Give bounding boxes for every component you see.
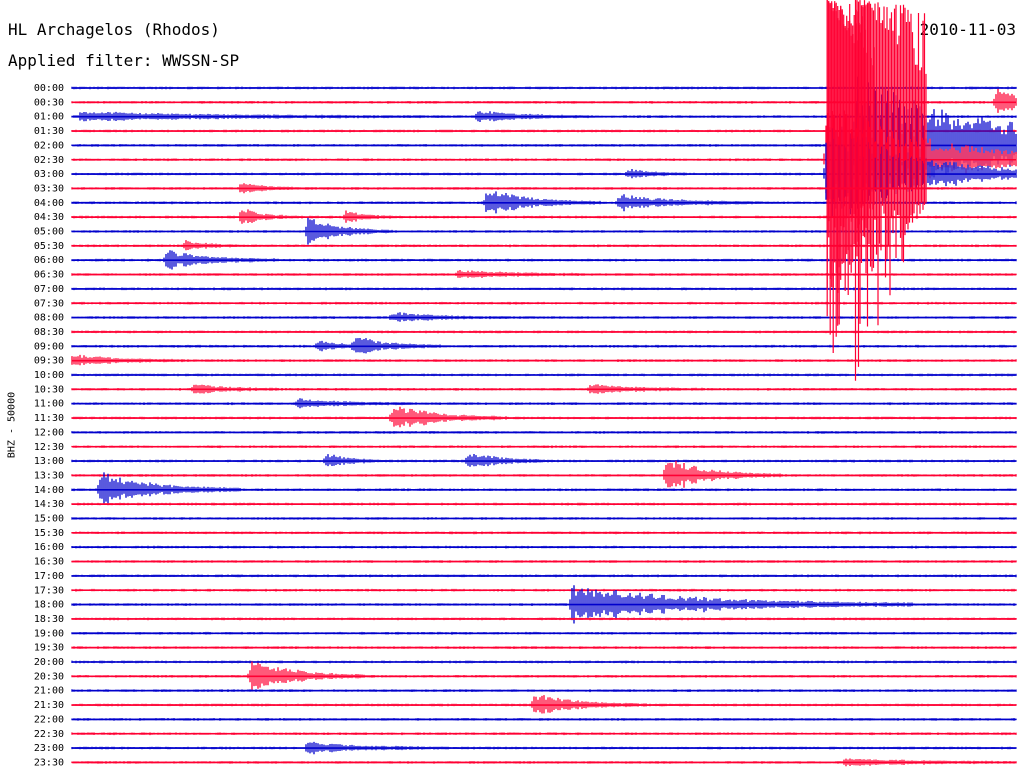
- tick-label-0230: 02:30: [34, 155, 64, 166]
- tick-label-0300: 03:00: [34, 169, 64, 180]
- tick-label-0330: 03:30: [34, 183, 64, 194]
- tick-label-2130: 21:30: [34, 700, 64, 711]
- tick-label-1100: 11:00: [34, 399, 64, 410]
- tick-label-0830: 08:30: [34, 327, 64, 338]
- tick-label-2300: 23:00: [34, 743, 64, 754]
- tick-label-1700: 17:00: [34, 571, 64, 582]
- filter-subtitle: Applied filter: WWSSN-SP: [8, 51, 240, 70]
- tick-label-1200: 12:00: [34, 427, 64, 438]
- tick-label-1600: 16:00: [34, 542, 64, 553]
- tick-label-1230: 12:30: [34, 442, 64, 453]
- tick-label-0430: 04:30: [34, 212, 64, 223]
- tick-label-1300: 13:00: [34, 456, 64, 467]
- tick-label-0530: 05:30: [34, 241, 64, 252]
- tick-label-2230: 22:30: [34, 729, 64, 740]
- tick-label-2030: 20:30: [34, 671, 64, 682]
- tick-label-1730: 17:30: [34, 585, 64, 596]
- tick-label-1830: 18:30: [34, 614, 64, 625]
- tick-label-1130: 11:30: [34, 413, 64, 424]
- tick-label-1030: 10:30: [34, 384, 64, 395]
- tick-labels: 00:00 00:30 01:00 01:30 02:00 02:30 03:00 03:30…: [34, 83, 64, 768]
- date-label: 2010-11-03: [919, 20, 1016, 39]
- tick-label-1930: 19:30: [34, 643, 64, 654]
- tick-label-0630: 06:30: [34, 270, 64, 281]
- trace-1330: [71, 460, 1017, 488]
- tick-label-0800: 08:00: [34, 313, 64, 324]
- traces: [71, 0, 1017, 767]
- tick-label-1530: 15:30: [34, 528, 64, 539]
- tick-label-1000: 10:00: [34, 370, 64, 381]
- trace-1400: [71, 472, 1017, 504]
- tick-label-0200: 02:00: [34, 140, 64, 151]
- tick-label-2200: 22:00: [34, 714, 64, 725]
- tick-label-2000: 20:00: [34, 657, 64, 668]
- tick-label-1800: 18:00: [34, 600, 64, 611]
- tick-label-0030: 00:30: [34, 97, 64, 108]
- tick-label-0600: 06:00: [34, 255, 64, 266]
- tick-label-0900: 09:00: [34, 341, 64, 352]
- station-title: HL Archagelos (Rhodos): [8, 20, 220, 39]
- tick-label-1500: 15:00: [34, 514, 64, 525]
- tick-label-0100: 01:00: [34, 112, 64, 123]
- tick-label-0000: 00:00: [34, 83, 64, 94]
- tick-label-0700: 07:00: [34, 284, 64, 295]
- tick-label-0400: 04:00: [34, 198, 64, 209]
- tick-label-2100: 21:00: [34, 686, 64, 697]
- trace-1130: [71, 406, 1017, 428]
- tick-label-0500: 05:00: [34, 227, 64, 238]
- tick-label-1400: 14:00: [34, 485, 64, 496]
- tick-label-1630: 16:30: [34, 557, 64, 568]
- tick-label-1330: 13:30: [34, 470, 64, 481]
- tick-label-0130: 01:30: [34, 126, 64, 137]
- tick-label-1430: 14:30: [34, 499, 64, 510]
- tick-label-0930: 09:30: [34, 356, 64, 367]
- tick-label-2330: 23:30: [34, 757, 64, 768]
- earthquake-spikes-2: [826, 0, 866, 337]
- tick-label-1900: 19:00: [34, 628, 64, 639]
- tick-label-0730: 07:30: [34, 298, 64, 309]
